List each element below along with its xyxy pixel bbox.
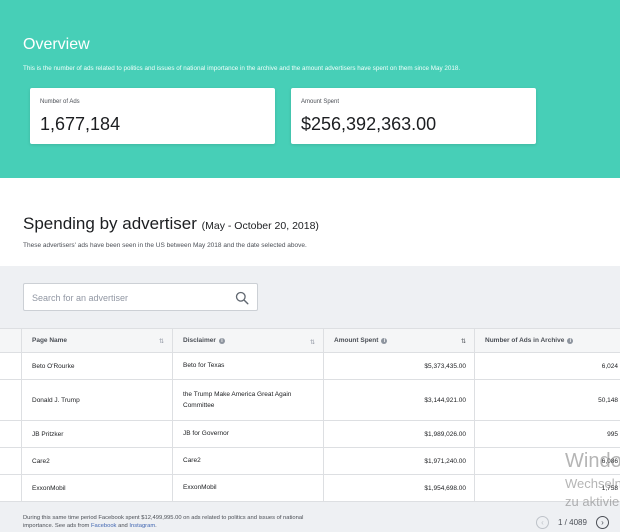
- footer-note-text: During this same time period Facebook sp…: [23, 515, 304, 530]
- page-name-cell[interactable]: Care2: [22, 448, 173, 474]
- amount-spent-cell: $5,373,435.00: [324, 353, 475, 379]
- table-row[interactable]: JB Pritzker JB for Governor $1,989,026.0…: [0, 421, 620, 448]
- disclaimer-cell: JB for Governor: [173, 421, 324, 447]
- page-name-cell[interactable]: Donald J. Trump: [22, 380, 173, 420]
- info-icon[interactable]: i: [567, 337, 574, 344]
- sort-icon[interactable]: ⇅: [309, 340, 315, 346]
- number-of-ads-label: Number of Ads: [40, 99, 80, 105]
- table-row[interactable]: Beto O'Rourke Beto for Texas $5,373,435.…: [0, 353, 620, 380]
- amount-spent-label: Amount Spent: [301, 99, 340, 105]
- amount-spent-cell: $3,144,921.00: [324, 380, 475, 420]
- header-disclaimer-label: Disclaimer: [183, 336, 216, 344]
- amount-spent-cell: $1,971,240.00: [324, 448, 475, 474]
- page-indicator: 1 / 4089: [558, 518, 587, 527]
- table-row[interactable]: ExxonMobil ExxonMobil $1,954,698.00 1,75…: [0, 475, 620, 502]
- number-of-ads-cell: 6,024: [601, 362, 618, 370]
- spending-title-text: Spending by advertiser: [23, 214, 197, 233]
- amount-spent-cell: $1,989,026.00: [324, 421, 475, 447]
- info-icon[interactable]: i: [381, 337, 388, 344]
- search-input[interactable]: [32, 290, 227, 306]
- disclaimer-cell: Care2: [173, 448, 324, 474]
- amount-spent-card: Amount Spent $256,392,363.00: [291, 88, 536, 144]
- row-spacer: [0, 475, 22, 501]
- page-name-cell[interactable]: Beto O'Rourke: [22, 353, 173, 379]
- header-number-of-ads[interactable]: Number of Ads in Archive i: [475, 329, 620, 352]
- facebook-spend-note: During this same time period Facebook sp…: [23, 514, 333, 530]
- spending-date-range: (May - October 20, 2018): [201, 220, 319, 232]
- search-icon[interactable]: [235, 291, 249, 305]
- pagination: ‹ 1 / 4089 ›: [536, 516, 609, 529]
- footer-and: and: [118, 523, 128, 530]
- footer-end: .: [155, 523, 157, 530]
- row-spacer: [0, 380, 22, 420]
- number-of-ads-cell: 995: [607, 430, 618, 438]
- info-icon[interactable]: i: [218, 337, 225, 344]
- header-amount-spent-label: Amount Spent: [334, 337, 379, 344]
- number-of-ads-card: Number of Ads 1,677,184: [30, 88, 275, 144]
- header-spacer: [0, 329, 22, 352]
- header-number-of-ads-label: Number of Ads in Archive: [485, 337, 565, 344]
- row-spacer: [0, 448, 22, 474]
- header-page-name[interactable]: Page Name ⇅: [22, 329, 173, 352]
- sort-icon[interactable]: ⇅: [158, 339, 164, 345]
- row-spacer: [0, 353, 22, 379]
- disclaimer-cell: ExxonMobil: [173, 475, 324, 501]
- number-of-ads-cell: 50,148: [598, 396, 618, 404]
- watermark-line-3: zu aktivieren: [565, 494, 620, 509]
- amount-spent-cell: $1,954,698.00: [324, 475, 475, 501]
- watermark-line-1: Windows: [565, 450, 620, 472]
- prev-page-icon[interactable]: ‹: [536, 516, 549, 529]
- page-name-cell[interactable]: ExxonMobil: [22, 475, 173, 501]
- next-page-icon[interactable]: ›: [595, 516, 609, 529]
- page-name-cell[interactable]: JB Pritzker: [22, 421, 173, 447]
- number-of-ads-cell: 1,758: [601, 484, 618, 492]
- overview-section: Overview This is the number of ads relat…: [0, 0, 620, 178]
- number-of-ads-value: 1,677,184: [40, 114, 121, 134]
- overview-title: Overview: [23, 36, 90, 53]
- header-disclaimer[interactable]: Disclaimer i ⇅: [173, 329, 324, 352]
- header-amount-spent[interactable]: Amount Spent i ⇅: [324, 329, 475, 352]
- row-spacer: [0, 421, 22, 447]
- table-header-row: Page Name ⇅ Disclaimer i ⇅ Amount Spent i ⇅ N…: [0, 328, 620, 353]
- spending-title: Spending by advertiser (May - October 20…: [23, 214, 319, 234]
- header-page-name-label: Page Name: [32, 337, 68, 344]
- table-row[interactable]: Donald J. Trump the Trump Make America G…: [0, 380, 620, 421]
- watermark-line-2: Wechseln: [565, 476, 620, 491]
- overview-description: This is the number of ads related to pol…: [23, 65, 461, 72]
- instagram-link[interactable]: Instagram: [129, 523, 156, 530]
- advertiser-search[interactable]: [23, 283, 258, 311]
- number-of-ads-cell: 6,086: [601, 457, 618, 465]
- facebook-link[interactable]: Facebook: [91, 523, 117, 530]
- amount-spent-value: $256,392,363.00: [301, 114, 437, 134]
- table-row[interactable]: Care2 Care2 $1,971,240.00 6,086: [0, 448, 620, 475]
- sort-active-icon[interactable]: ⇅: [460, 339, 466, 345]
- disclaimer-cell: Beto for Texas: [173, 353, 324, 379]
- spending-description: These advertisers' ads have been seen in…: [23, 242, 307, 249]
- disclaimer-cell: the Trump Make America Great Again Commi…: [173, 380, 324, 420]
